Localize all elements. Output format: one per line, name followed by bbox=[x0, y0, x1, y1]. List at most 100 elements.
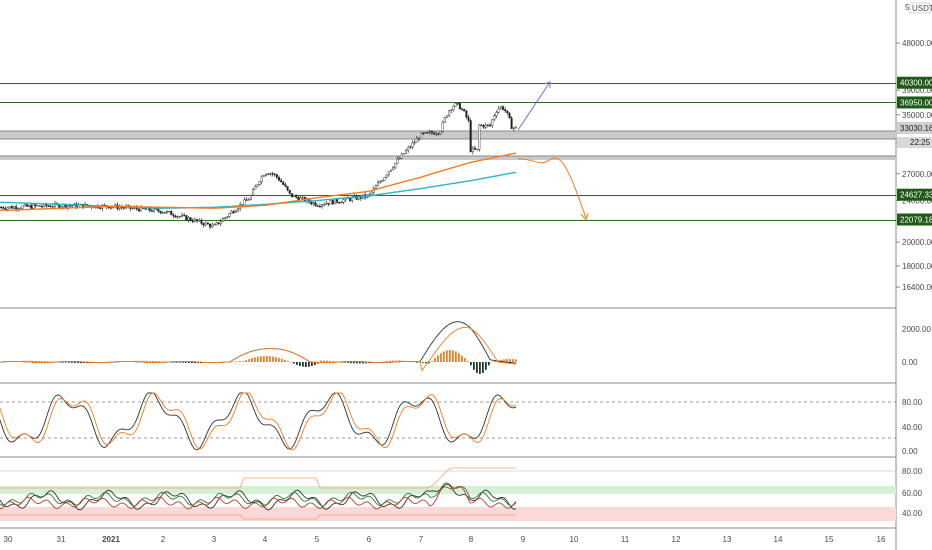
candle-body bbox=[36, 205, 39, 207]
candle-body bbox=[435, 133, 438, 135]
candle-body bbox=[60, 206, 63, 208]
macd-histogram-bar bbox=[254, 357, 256, 362]
rsi-red-band bbox=[0, 507, 896, 521]
price-axis-label: 35000.00 bbox=[902, 111, 932, 120]
time-axis-label: 16 bbox=[877, 535, 886, 544]
candle-body bbox=[293, 195, 296, 197]
macd-histogram-bar bbox=[35, 360, 37, 362]
stoch-k-line bbox=[0, 392, 517, 451]
candle-body bbox=[25, 204, 28, 207]
candle-body bbox=[387, 171, 390, 176]
macd-histogram-bar bbox=[263, 356, 265, 362]
macd-histogram-bar bbox=[191, 362, 193, 364]
macd-histogram-bar bbox=[185, 362, 187, 363]
price-level-tag[interactable] bbox=[897, 121, 932, 134]
macd-histogram-bar bbox=[365, 362, 367, 364]
macd-histogram-bar bbox=[257, 356, 259, 362]
price-level-tag[interactable] bbox=[897, 96, 932, 109]
candle-body bbox=[379, 181, 382, 183]
macd-histogram-bar bbox=[473, 362, 475, 370]
candle-body bbox=[484, 124, 487, 128]
moving-average-cyan bbox=[0, 171, 517, 209]
macd-histogram-bar bbox=[173, 362, 175, 363]
candle-body bbox=[183, 214, 186, 217]
indicator-axis-label: 0.00 bbox=[902, 447, 918, 456]
projection-arrow-down[interactable] bbox=[517, 157, 587, 219]
rsi-line bbox=[0, 483, 517, 511]
price-level-tag[interactable] bbox=[897, 213, 932, 226]
projection-arrow-up[interactable] bbox=[517, 81, 551, 131]
candle-body bbox=[230, 211, 233, 214]
candle-body bbox=[433, 132, 436, 135]
candle-body bbox=[454, 103, 457, 107]
currency-badge[interactable] bbox=[909, 2, 931, 14]
indicator-axis-label: 80.00 bbox=[902, 398, 923, 407]
candle-body bbox=[417, 138, 420, 140]
price-level-tag-label: 22079.18 bbox=[900, 216, 932, 225]
candle-body bbox=[286, 186, 289, 191]
macd-histogram-bar bbox=[347, 362, 349, 363]
macd-histogram-bar bbox=[314, 362, 316, 365]
candle-body bbox=[473, 147, 476, 150]
rsi-lower-band bbox=[0, 514, 516, 520]
candle-body bbox=[109, 207, 112, 209]
macd-histogram-bar bbox=[470, 362, 472, 366]
macd-histogram-bar bbox=[242, 361, 244, 362]
stoch-d-line bbox=[0, 392, 517, 451]
time-axis-label: 15 bbox=[825, 535, 834, 544]
price-axis-label: 16400.00 bbox=[902, 283, 932, 292]
candle-body bbox=[137, 208, 140, 212]
candle-body bbox=[21, 205, 24, 209]
macd-histogram-bar bbox=[281, 358, 283, 362]
macd-histogram-bar bbox=[50, 361, 52, 363]
candle-body bbox=[448, 110, 451, 116]
candle-body bbox=[512, 127, 515, 129]
macd-histogram-bar bbox=[284, 359, 286, 362]
macd-signal-line bbox=[0, 326, 517, 372]
time-axis-label: 13 bbox=[723, 535, 732, 544]
candle-body bbox=[260, 176, 263, 183]
macd-histogram-bar bbox=[356, 362, 358, 364]
candle-body bbox=[370, 191, 373, 195]
countdown-tag bbox=[897, 137, 932, 148]
candle-body bbox=[202, 223, 205, 226]
candle-body bbox=[219, 221, 222, 225]
candle-body bbox=[383, 176, 386, 181]
candle-body bbox=[2, 207, 5, 209]
candle-body bbox=[338, 202, 341, 204]
rsi-secondary-line bbox=[0, 485, 517, 510]
time-axis-label: 31 bbox=[57, 535, 66, 544]
candle-body bbox=[325, 203, 328, 205]
price-level-tag[interactable] bbox=[897, 188, 932, 201]
candle-body bbox=[217, 222, 220, 225]
candle-body bbox=[4, 208, 7, 210]
macd-histogram-bar bbox=[59, 362, 61, 363]
candle-body bbox=[499, 106, 502, 109]
rsi-green-band bbox=[0, 486, 896, 494]
macd-histogram-bar bbox=[260, 356, 262, 362]
candle-body bbox=[486, 124, 489, 126]
time-axis-label: 2 bbox=[161, 535, 166, 544]
macd-histogram-bar bbox=[332, 361, 334, 362]
candle-body bbox=[28, 205, 31, 207]
macd-histogram-bar bbox=[479, 362, 481, 374]
macd-histogram-bar bbox=[302, 362, 304, 367]
candle-body bbox=[491, 119, 494, 127]
candle-body bbox=[131, 207, 134, 210]
price-level-tag[interactable] bbox=[897, 76, 932, 89]
candle-body bbox=[465, 110, 468, 118]
macd-histogram-bar bbox=[86, 362, 88, 364]
candle-body bbox=[178, 216, 181, 218]
macd-histogram-bar bbox=[413, 361, 415, 363]
candle-body bbox=[161, 212, 164, 214]
macd-histogram-bar bbox=[326, 360, 328, 362]
candle-body bbox=[424, 132, 427, 134]
macd-histogram-bar bbox=[77, 362, 79, 364]
macd-histogram-bar bbox=[296, 362, 298, 365]
candle-body bbox=[262, 175, 265, 177]
candle-body bbox=[277, 176, 280, 181]
candle-body bbox=[249, 195, 252, 200]
candle-body bbox=[215, 222, 218, 225]
candle-body bbox=[437, 133, 440, 135]
